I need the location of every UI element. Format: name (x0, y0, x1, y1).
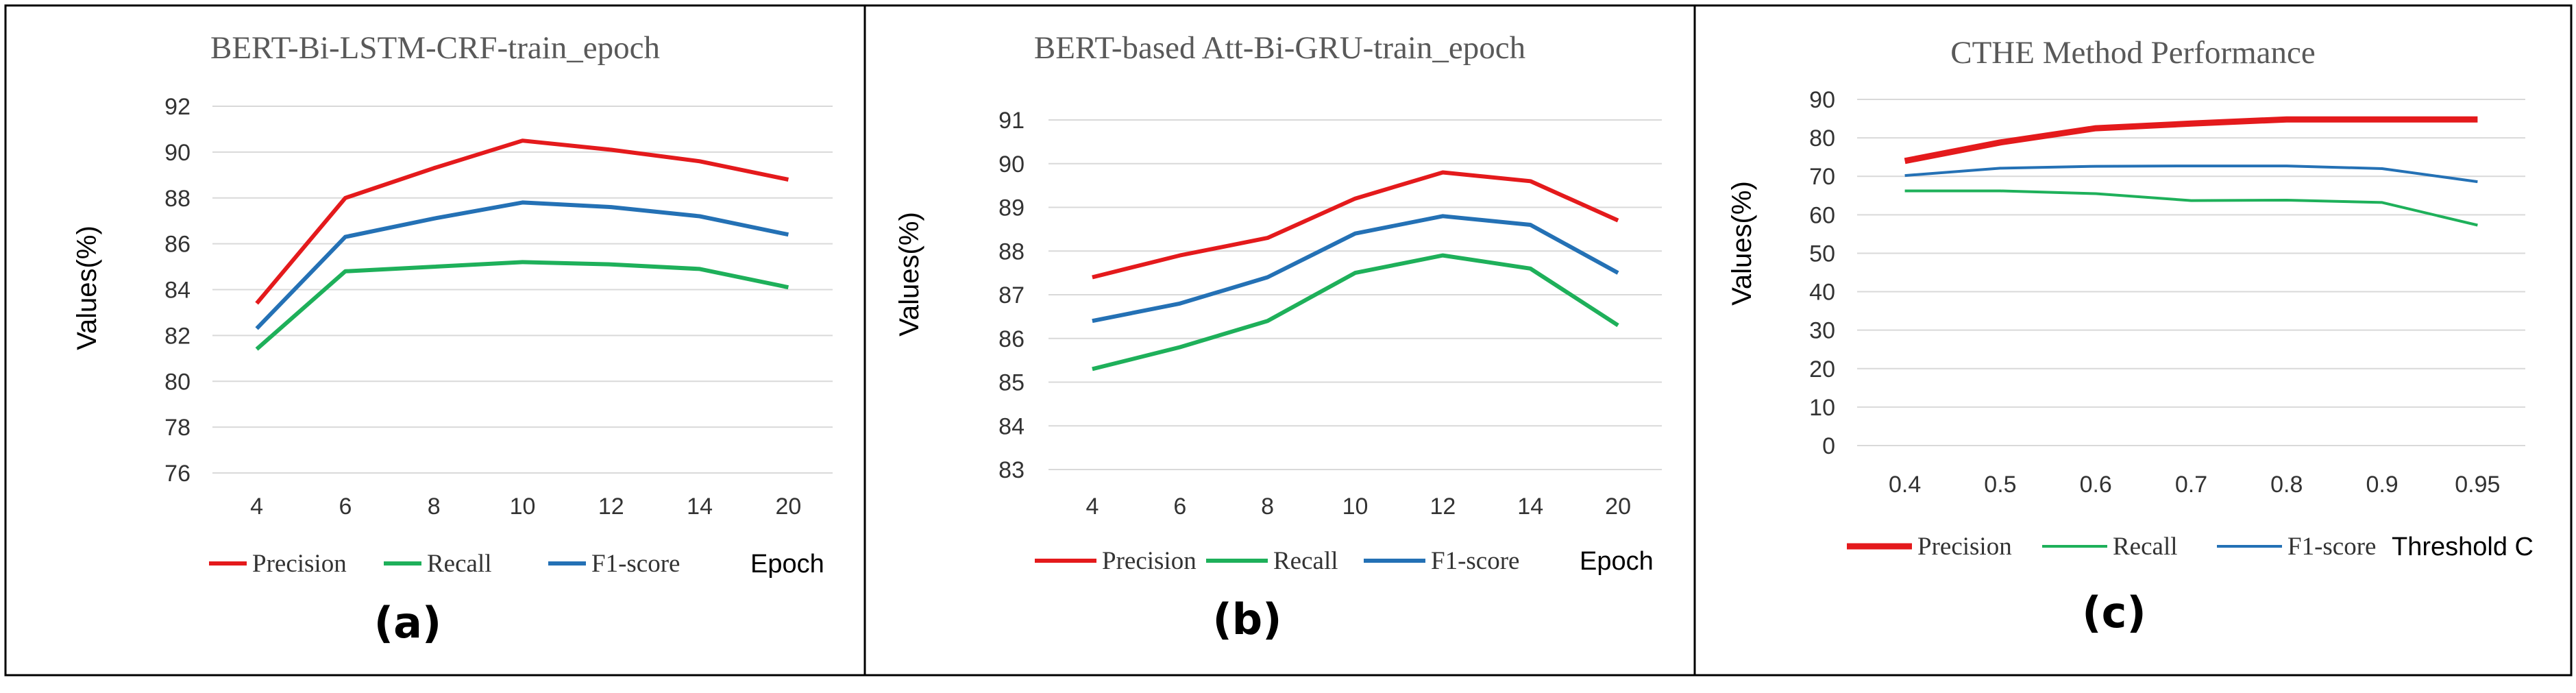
y-tick-label: 88 (998, 239, 1025, 265)
series-line-f1-score (1092, 214, 1619, 324)
y-tick-label: 83 (998, 457, 1025, 483)
legend-label: Precision (1917, 533, 2012, 561)
y-tick-label: 30 (1809, 318, 1835, 344)
y-tick-label: 90 (164, 140, 191, 166)
panel-caption: (b) (1212, 594, 1281, 644)
panel-caption: (c) (2082, 587, 2146, 637)
series-line-precision (255, 138, 789, 305)
x-tick-label: 4 (1085, 494, 1099, 520)
panel-frame (1693, 4, 2573, 677)
y-tick-label: 86 (164, 232, 191, 258)
y-tick-label: 88 (164, 186, 191, 212)
chart-panel-1: BERT-Bi-LSTM-CRF-train_epoch767880828486… (4, 4, 866, 677)
x-tick-label: 0.8 (2270, 472, 2303, 498)
chart-panel-2: BERT-based Att-Bi-GRU-train_epoch8384858… (863, 4, 1696, 677)
x-tick-label: 14 (1517, 494, 1543, 520)
y-tick-label: 60 (1809, 202, 1835, 228)
chart-title: CTHE Method Performance (1950, 35, 2316, 71)
series-line-precision (1904, 116, 2478, 165)
y-tick-label: 80 (164, 369, 191, 395)
x-tick-label: 12 (598, 494, 624, 520)
series-line-recall (1904, 189, 2478, 227)
y-axis-label: Values(%) (1727, 181, 1757, 306)
y-tick-label: 78 (164, 415, 191, 441)
x-tick-label: 6 (339, 494, 352, 520)
series-line-f1-score (1904, 165, 2478, 184)
y-tick-label: 0 (1822, 433, 1835, 459)
x-tick-label: 0.7 (2175, 472, 2207, 498)
y-tick-label: 90 (1809, 87, 1835, 113)
y-tick-label: 10 (1809, 395, 1835, 421)
x-tick-label: 6 (1173, 494, 1186, 520)
panel-caption: (a) (374, 598, 442, 648)
x-axis-label: Epoch (1580, 547, 1654, 576)
legend-label: Recall (427, 550, 492, 578)
x-tick-label: 20 (1605, 494, 1631, 520)
x-tick-label: 0.4 (1889, 472, 1921, 498)
y-axis-label: Values(%) (72, 226, 102, 350)
x-tick-label: 8 (1261, 494, 1274, 520)
x-tick-label: 0.95 (2455, 472, 2500, 498)
y-tick-label: 89 (998, 195, 1025, 221)
x-axis-label: Threshold C (2392, 533, 2534, 561)
y-tick-label: 90 (998, 151, 1025, 178)
y-tick-label: 84 (998, 413, 1025, 439)
chart-title: BERT-based Att-Bi-GRU-train_epoch (1034, 30, 1525, 66)
series-line-recall (1092, 253, 1619, 372)
series-line-recall (255, 260, 789, 351)
y-tick-label: 20 (1809, 356, 1835, 382)
y-tick-label: 82 (164, 323, 191, 349)
legend-label: Recall (2113, 533, 2178, 561)
y-tick-label: 50 (1809, 241, 1835, 267)
y-tick-label: 85 (998, 370, 1025, 396)
y-tick-label: 91 (998, 108, 1025, 134)
y-tick-label: 92 (164, 94, 191, 120)
legend-label: F1-score (591, 550, 680, 578)
legend-label: Precision (252, 550, 347, 578)
x-axis-label: Epoch (750, 550, 824, 579)
legend-label: F1-score (2287, 533, 2376, 561)
chart-panel-3: CTHE Method Performance 0 10 20 30 40 50 60 70 80… (1693, 4, 2573, 677)
x-tick-label: 0.6 (2080, 472, 2112, 498)
x-tick-label: 14 (687, 494, 713, 520)
x-tick-label: 0.5 (1984, 472, 2016, 498)
x-tick-label: 12 (1430, 494, 1456, 520)
y-tick-label: 70 (1809, 164, 1835, 190)
x-tick-label: 8 (428, 494, 441, 520)
chart-title: BERT-Bi-LSTM-CRF-train_epoch (210, 30, 660, 66)
y-tick-label: 86 (998, 326, 1025, 352)
series-line-precision (1092, 170, 1619, 280)
legend-label: Recall (1273, 547, 1338, 575)
series-line-f1-score (255, 200, 789, 330)
y-tick-label: 84 (164, 278, 191, 304)
y-axis-label: Values(%) (894, 212, 924, 337)
y-tick-label: 76 (164, 461, 191, 487)
y-tick-label: 40 (1809, 280, 1835, 306)
x-tick-label: 0.9 (2366, 472, 2398, 498)
x-tick-label: 20 (775, 494, 801, 520)
legend-label: F1-score (1431, 547, 1519, 575)
x-tick-label: 10 (1342, 494, 1369, 520)
x-tick-label: 4 (250, 494, 263, 520)
legend-label: Precision (1102, 547, 1197, 575)
x-tick-label: 10 (510, 494, 536, 520)
y-tick-label: 87 (998, 282, 1025, 308)
y-tick-label: 80 (1809, 125, 1835, 151)
